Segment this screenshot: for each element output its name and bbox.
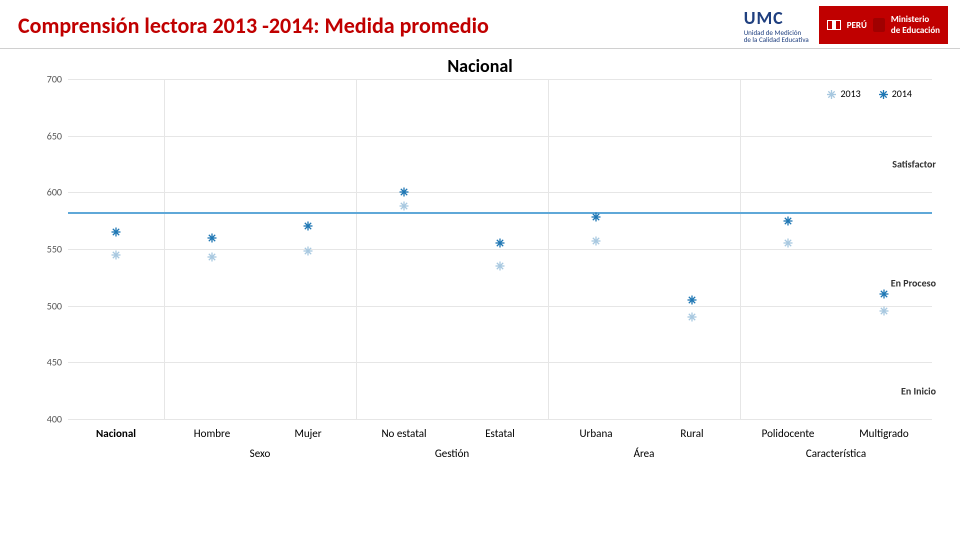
ministerio-line2: de Educación	[891, 25, 940, 36]
band-label: Satisfactor	[892, 158, 936, 171]
data-marker	[400, 188, 409, 197]
band-label: En Proceso	[891, 277, 936, 290]
peru-flag-icon	[827, 20, 841, 30]
gridline	[68, 362, 932, 363]
y-tick-label: 400	[30, 413, 62, 426]
gridline	[68, 306, 932, 307]
shield-icon	[873, 18, 885, 32]
gridline	[68, 136, 932, 137]
peru-label: PERÚ	[847, 20, 867, 31]
legend-marker-icon	[827, 89, 836, 98]
legend-label: 2013	[840, 87, 860, 100]
data-marker	[880, 307, 889, 316]
x-category-label: Hombre	[194, 427, 230, 440]
x-group-label: Característica	[806, 447, 866, 460]
data-marker	[496, 239, 505, 248]
x-category-label: Polidocente	[762, 427, 815, 440]
vline	[356, 79, 357, 419]
x-category-label: Estatal	[485, 427, 515, 440]
page-title: Comprensión lectora 2013 -2014: Medida p…	[18, 12, 744, 39]
data-marker	[112, 250, 121, 259]
gridline	[68, 79, 932, 80]
data-marker	[112, 228, 121, 237]
umc-acronym: UMC	[744, 7, 809, 29]
x-category-label: Urbana	[580, 427, 613, 440]
data-marker	[784, 216, 793, 225]
x-category-label: Multigrado	[859, 427, 908, 440]
y-tick-label: 700	[30, 73, 62, 86]
data-marker	[496, 262, 505, 271]
vline	[164, 79, 165, 419]
data-marker	[592, 213, 601, 222]
plot-area: 20132014 400450500550600650700Satisfacto…	[68, 79, 932, 419]
legend-label: 2014	[892, 87, 912, 100]
ministerio-line1: Ministerio	[891, 14, 929, 25]
chart-subtitle: Nacional	[0, 55, 960, 77]
y-tick-label: 650	[30, 129, 62, 142]
y-tick-label: 600	[30, 186, 62, 199]
data-marker	[304, 247, 313, 256]
y-tick-label: 450	[30, 356, 62, 369]
x-group-label: Sexo	[250, 447, 271, 460]
x-category-label: Rural	[680, 427, 703, 440]
x-category-label: No estatal	[381, 427, 426, 440]
vline	[548, 79, 549, 419]
data-marker	[784, 239, 793, 248]
legend-marker-icon	[879, 89, 888, 98]
gridline	[68, 192, 932, 193]
legend: 2013 2014	[827, 87, 912, 100]
data-marker	[208, 252, 217, 261]
legend-item: 2014	[879, 87, 912, 100]
ministerio-label: Ministerio de Educación	[891, 14, 940, 36]
data-marker	[304, 222, 313, 231]
data-marker	[400, 201, 409, 210]
x-category-label: Mujer	[294, 427, 321, 440]
gridline	[68, 419, 932, 420]
data-marker	[880, 290, 889, 299]
logo-group: UMC Unidad de Medición de la Calidad Edu…	[744, 6, 948, 44]
x-group-label: Gestión	[435, 447, 469, 460]
legend-item: 2013	[827, 87, 860, 100]
vline	[740, 79, 741, 419]
data-marker	[688, 313, 697, 322]
data-marker	[592, 237, 601, 246]
threshold-line	[68, 212, 932, 214]
band-label: En Inicio	[901, 384, 936, 397]
umc-line2: de la Calidad Educativa	[744, 36, 809, 43]
data-marker	[688, 296, 697, 305]
umc-logo: UMC Unidad de Medición de la Calidad Edu…	[744, 7, 809, 43]
data-marker	[208, 233, 217, 242]
x-category-label: Nacional	[96, 427, 136, 440]
x-group-label: Área	[634, 447, 655, 460]
chart: 20132014 400450500550600650700Satisfacto…	[20, 79, 940, 479]
peru-ministerio-tag: PERÚ Ministerio de Educación	[819, 6, 948, 44]
y-tick-label: 550	[30, 243, 62, 256]
gridline	[68, 249, 932, 250]
y-tick-label: 500	[30, 299, 62, 312]
